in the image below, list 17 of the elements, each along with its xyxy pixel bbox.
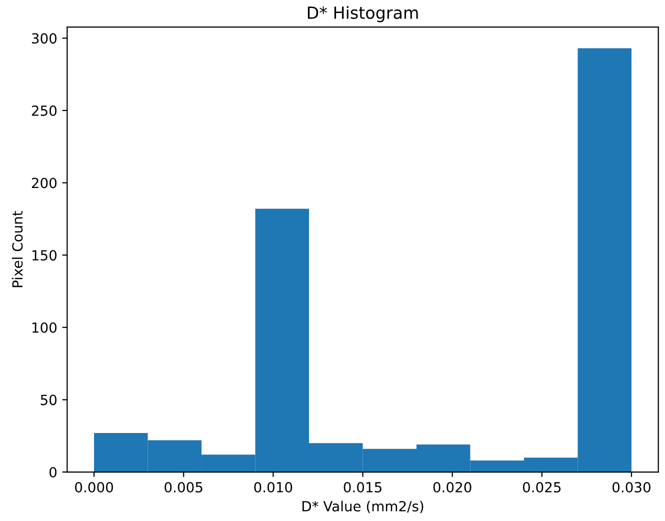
x-axis-title: D* Value (mm2/s): [302, 500, 424, 514]
y-tick-label: 300: [32, 33, 57, 44]
x-tick-label: 0.010: [254, 482, 292, 492]
y-tick-label: 150: [32, 250, 57, 261]
chart-title: D* Histogram: [308, 6, 418, 22]
y-tick-label: 100: [32, 322, 57, 333]
x-tick-label: 0.005: [164, 482, 202, 492]
x-tick-label: 0.015: [344, 482, 382, 492]
x-tick-label: 0.030: [612, 482, 650, 492]
y-tick-label: 250: [32, 105, 57, 116]
y-tick-label: 200: [32, 178, 57, 188]
x-tick-label: 0.000: [75, 482, 113, 492]
x-tick-label: 0.025: [522, 482, 561, 492]
y-axis-title: Pixel Count: [12, 211, 23, 288]
y-tick-label: 0: [50, 466, 57, 478]
y-tick-label: 50: [40, 394, 57, 406]
x-tick-label: 0.020: [433, 482, 472, 492]
